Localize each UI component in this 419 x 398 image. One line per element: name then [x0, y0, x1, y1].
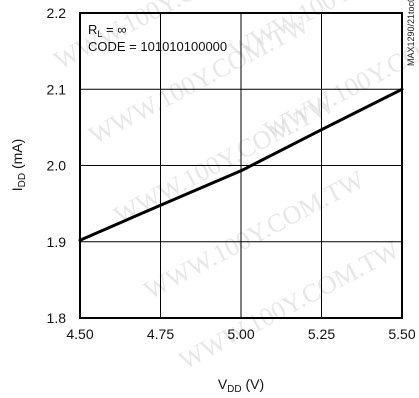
y-tick-label: 1.9: [47, 234, 67, 250]
y-axis-title-main: I: [9, 187, 25, 191]
rl-main: R: [88, 22, 97, 37]
y-tick-label: 2.1: [47, 81, 67, 97]
x-tick-label: 5.00: [227, 326, 254, 342]
x-axis-title-sub: DD: [227, 384, 241, 395]
y-axis-title: IDD (mA): [9, 139, 28, 192]
y-axis-title-sub: DD: [17, 173, 28, 187]
x-tick-labels: 4.50 4.75 5.00 5.25 5.50: [66, 326, 415, 342]
x-tick-label: 5.25: [308, 326, 335, 342]
watermark-layer: WWW.100Y.COM.TWWWW.100Y.COM.TWWWW.100Y.C…: [49, 0, 419, 375]
y-axis-title-unit: (mA): [9, 139, 25, 173]
figure-code: MAX1290/21toc04: [406, 0, 416, 66]
rl-annotation: RL = ∞: [88, 22, 127, 39]
x-tick-label: 4.75: [147, 326, 174, 342]
plot-frame: [79, 12, 403, 319]
y-tick-labels: 1.8 1.9 2.0 2.1 2.2: [47, 5, 67, 326]
x-tick-label: 4.50: [66, 326, 93, 342]
code-annotation: CODE = 101010100000: [88, 39, 227, 54]
x-axis-title-unit: (V): [242, 376, 265, 392]
series-line-1: [78, 87, 404, 242]
series-layer: [78, 87, 404, 242]
x-axis-title-main: V: [218, 376, 228, 392]
x-axis-title: VDD (V): [218, 376, 264, 395]
rl-sub: L: [97, 29, 102, 39]
rl-value: = ∞: [102, 22, 126, 37]
x-tick-label: 5.50: [388, 326, 415, 342]
y-tick-label: 2.2: [47, 5, 67, 21]
y-tick-label: 1.8: [47, 310, 67, 326]
y-tick-label: 2.0: [47, 158, 67, 174]
